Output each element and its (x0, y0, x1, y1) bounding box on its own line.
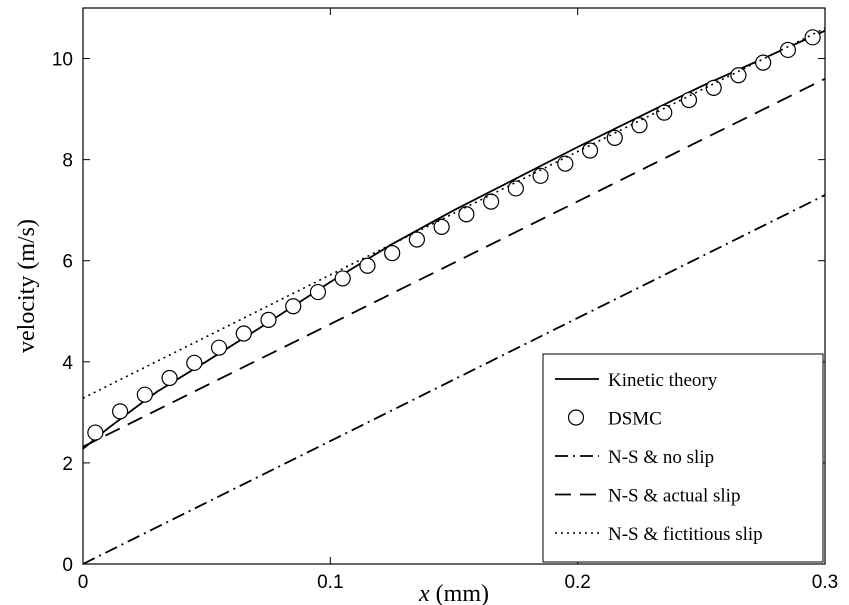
x-axis-label-unit: (mm) (430, 581, 489, 605)
legend-label: N-S & no slip (608, 447, 714, 468)
dsmc-point (285, 298, 302, 315)
legend: Kinetic theory DSMC N-S & no slip N-S & act… (542, 353, 824, 563)
x-axis-label: x (mm) (418, 581, 489, 605)
dsmc-point (359, 257, 376, 274)
y-tick-label: 2 (62, 454, 73, 475)
dsmc-point (309, 283, 327, 301)
dsmc-point (87, 424, 104, 441)
legend-entry: DSMC (567, 409, 662, 430)
x-tick-label: 0 (78, 572, 89, 593)
plot-frame (82, 7, 826, 565)
dsmc-point (483, 193, 500, 210)
dsmc-point (581, 142, 599, 159)
dsmc-point (680, 91, 698, 109)
legend-marker (567, 409, 585, 426)
dsmc-point (755, 54, 772, 71)
legend-box (542, 353, 824, 563)
dsmc-point (334, 270, 351, 287)
legend-label: N-S & fictitious slip (608, 524, 763, 545)
dsmc-point (779, 41, 797, 59)
axis-ticks: 0 0.1 0.2 0.3 0 2 4 6 8 10 (52, 8, 838, 593)
dsmc-point (804, 29, 821, 46)
legend-label: Kinetic theory (608, 370, 718, 391)
dsmc-point (532, 167, 549, 184)
dsmc-point (507, 180, 524, 197)
x-tick-label: 0.3 (812, 572, 838, 593)
legend-entry: Kinetic theory (555, 370, 718, 391)
y-axis-label: velocity (m/s) (14, 219, 40, 353)
x-axis-label-variable: x (418, 581, 430, 605)
plot-area (82, 27, 826, 565)
dsmc-point (136, 386, 153, 403)
x-tick-label: 0.1 (317, 572, 343, 593)
y-tick-label: 0 (62, 555, 73, 576)
series-n-s-fictitious-slip-line (82, 27, 826, 399)
legend-label: DSMC (608, 409, 662, 430)
dsmc-point (111, 403, 129, 420)
series-dsmc (87, 29, 821, 441)
x-tick-label: 0.2 (564, 572, 590, 593)
y-tick-label: 8 (62, 151, 73, 172)
series-n-s-actual-slip-line (82, 77, 826, 448)
dsmc-point (210, 339, 228, 356)
dsmc-point (730, 67, 747, 84)
dsmc-point (235, 325, 252, 342)
dsmc-point (631, 117, 648, 134)
dsmc-point (260, 311, 277, 328)
dsmc-point (161, 369, 178, 387)
dsmc-point (433, 218, 450, 235)
dsmc-point (384, 245, 401, 262)
y-tick-label: 6 (62, 252, 73, 273)
dsmc-point (557, 155, 574, 172)
dsmc-point (656, 104, 673, 121)
legend-entry: N-S & no slip (555, 447, 714, 468)
dsmc-point (458, 206, 475, 223)
legend-entry: N-S & actual slip (555, 486, 740, 507)
dsmc-point (705, 79, 722, 96)
dsmc-point (606, 129, 623, 147)
y-tick-label: 4 (62, 353, 73, 374)
y-tick-label: 10 (52, 50, 73, 71)
legend-label: N-S & actual slip (608, 486, 740, 507)
legend-entry: N-S & fictitious slip (555, 524, 763, 545)
dsmc-point (186, 354, 203, 371)
